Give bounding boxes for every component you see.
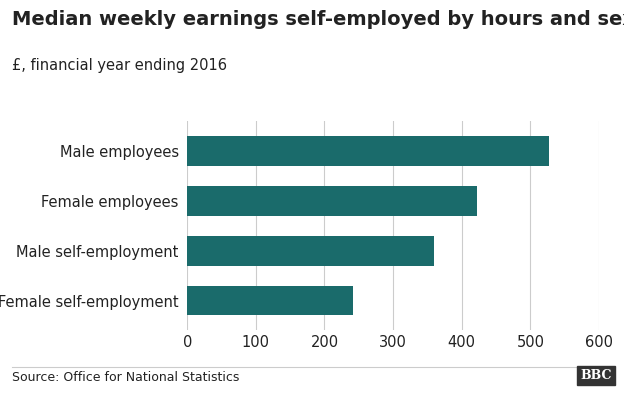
Text: BBC: BBC	[580, 369, 612, 382]
Text: £, financial year ending 2016: £, financial year ending 2016	[12, 58, 228, 73]
Bar	[187, 186, 477, 216]
Bar	[187, 236, 434, 266]
Bar	[187, 286, 353, 316]
Text: Source: Office for National Statistics: Source: Office for National Statistics	[12, 371, 240, 384]
Bar	[187, 136, 549, 166]
Text: Median weekly earnings self-employed by hours and sex: Median weekly earnings self-employed by …	[12, 10, 624, 29]
